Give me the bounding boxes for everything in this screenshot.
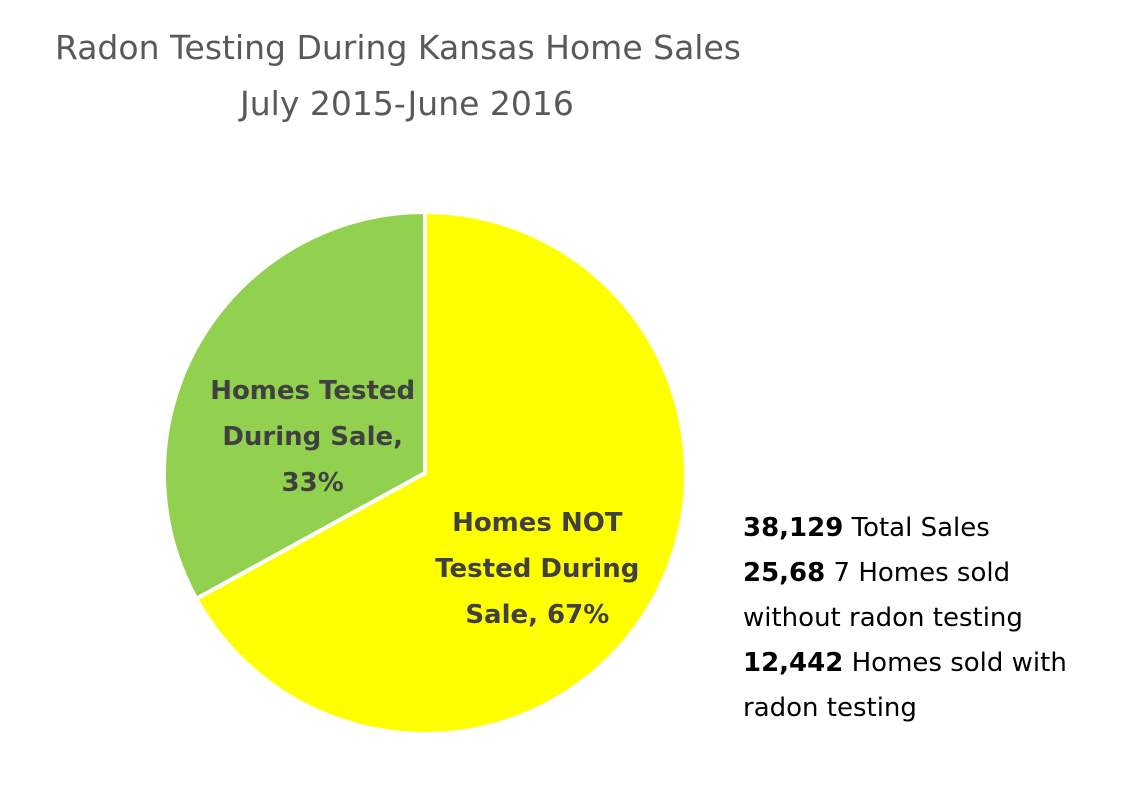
summary-notes: 38,129 Total Sales 25,68 7 Homes sold wit… — [743, 506, 1113, 731]
note: 12,442 Homes sold with radon testing — [743, 641, 1113, 731]
note-number: 38,129 — [743, 513, 844, 543]
note-text: Total Sales — [851, 513, 990, 543]
pie-slice — [162, 209, 427, 602]
note-number: 25,68 — [743, 558, 826, 588]
note-number: 12,442 — [743, 648, 844, 678]
note-text: Homes sold with radon testing — [743, 648, 1067, 723]
chart-title: Radon Testing During Kansas Home Sales — [55, 28, 741, 67]
note: 25,68 7 Homes sold without radon testing — [743, 551, 1113, 641]
slice-label: Homes NOT Tested During Sale, 67% — [435, 508, 640, 631]
chart-subtitle: July 2015-June 2016 — [240, 84, 574, 123]
note: 38,129 Total Sales — [743, 506, 1113, 551]
note-text: 7 Homes sold without radon testing — [743, 558, 1023, 633]
pie-slice — [193, 209, 688, 736]
slice-label: Homes Tested During Sale, 33% — [210, 375, 416, 498]
